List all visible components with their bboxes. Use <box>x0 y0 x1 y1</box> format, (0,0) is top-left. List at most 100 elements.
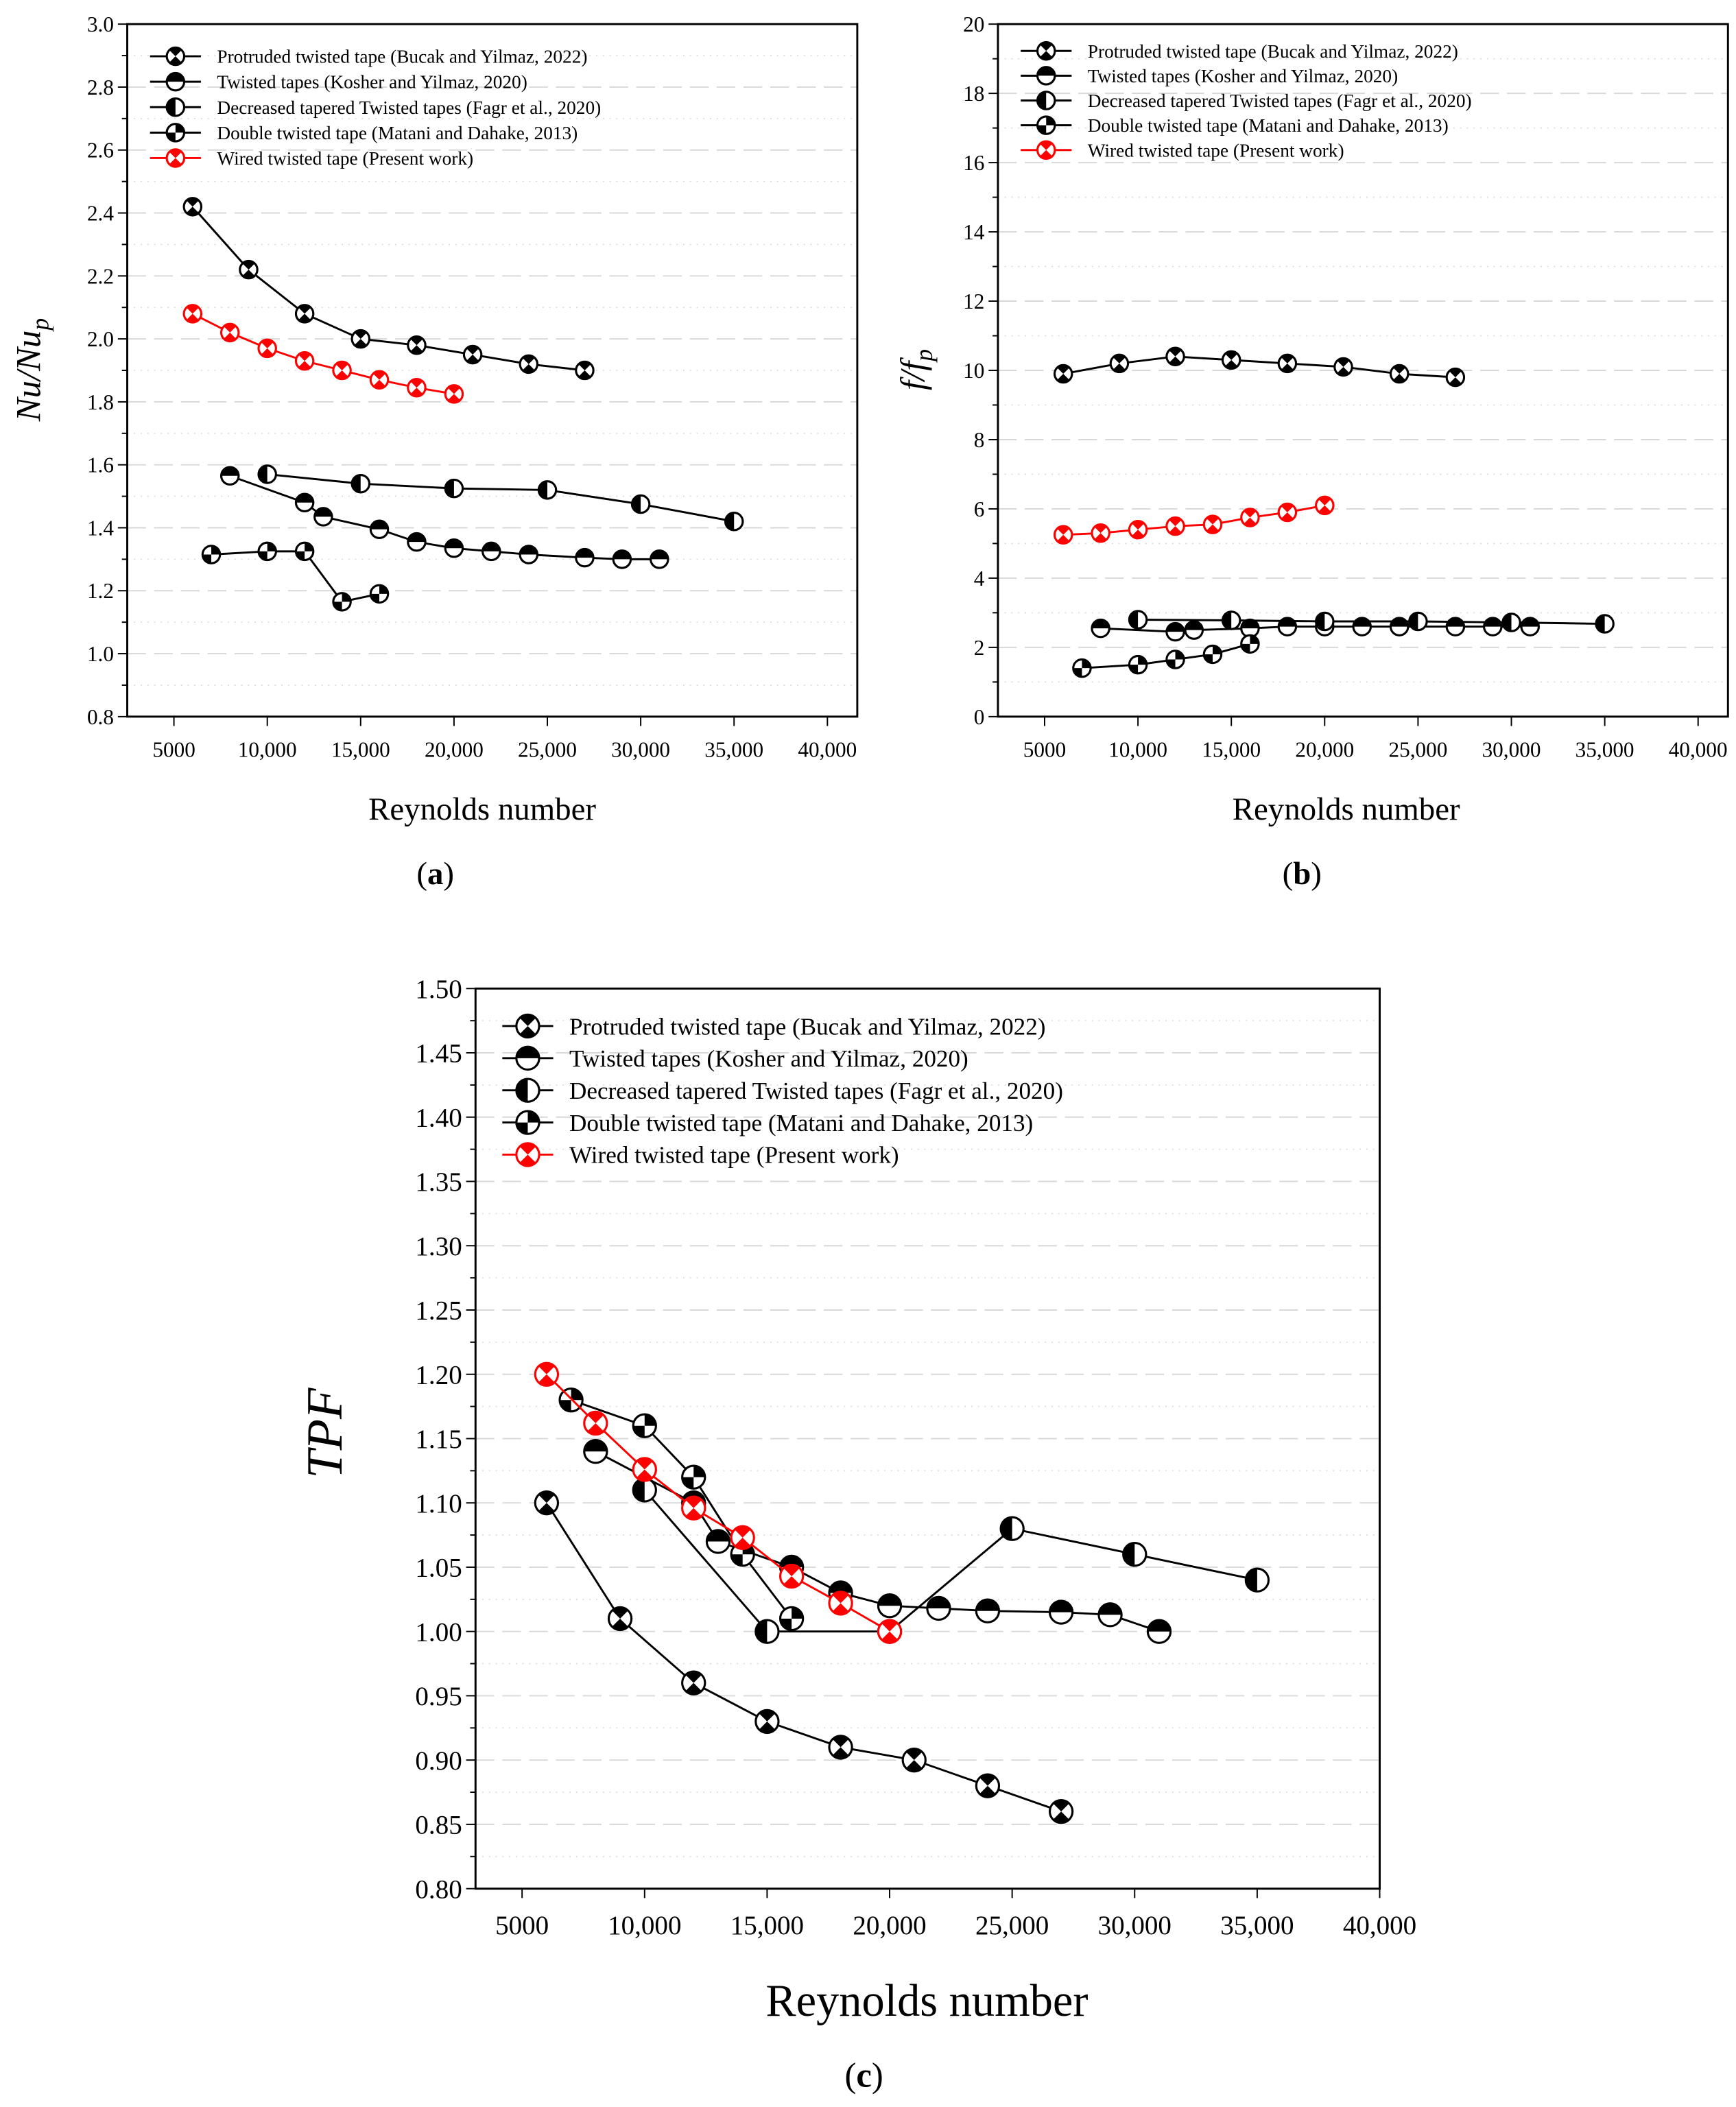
double-marker <box>681 1464 706 1490</box>
protruded-marker <box>1277 353 1298 374</box>
series-line <box>545 1502 1062 1813</box>
marker-fill <box>584 1440 607 1452</box>
y-tick-label: 0.80 <box>415 1874 462 1904</box>
wired-marker <box>681 1495 706 1521</box>
double-marker <box>257 541 277 562</box>
legend-label: Double twisted tape (Matani and Dahake, … <box>217 123 578 143</box>
protruded-marker <box>681 1670 706 1695</box>
marker-fill <box>1225 351 1237 360</box>
x-tick-label: 25,000 <box>1388 737 1447 761</box>
marker-fill <box>169 56 182 64</box>
legend-item: Protruded twisted tape (Bucak and Yilmaz… <box>150 47 587 67</box>
marker-fill <box>1449 369 1462 378</box>
marker-fill <box>693 1466 705 1477</box>
legend-label: Twisted tapes (Kosher and Yilmaz, 2020) <box>217 72 527 93</box>
protruded-marker <box>182 197 203 217</box>
wired-marker <box>515 1142 540 1167</box>
chart-b: 0 2 4 6 8 10 12 14 16 18 20 5000 10,000 15,000 20,000 2… <box>894 12 1729 892</box>
y-tick-label: 1.10 <box>415 1489 462 1519</box>
y-tick-label: 2.6 <box>87 139 114 163</box>
marker-fill <box>1037 125 1047 134</box>
decreased-marker <box>630 494 651 514</box>
marker-fill <box>1316 612 1325 630</box>
marker-fill <box>1132 529 1144 538</box>
marker-fill <box>1166 659 1176 669</box>
marker-fill <box>1057 534 1069 543</box>
legend-item: Wired twisted tape (Present work) <box>150 148 473 169</box>
double-marker <box>1128 654 1148 675</box>
y-axis-label: TPF <box>297 1388 353 1479</box>
marker-fill <box>1241 619 1259 629</box>
marker-fill <box>258 465 267 484</box>
panel-caption: (a) <box>416 856 454 892</box>
marker-fill <box>336 370 348 379</box>
marker-fill <box>927 1597 951 1608</box>
marker-fill <box>538 1492 554 1503</box>
marker-fill <box>1206 516 1219 525</box>
legend-label: Wired twisted tape (Present work) <box>1088 140 1344 160</box>
marker-fill <box>370 521 388 529</box>
wired-marker <box>369 370 390 390</box>
twisted-marker <box>1165 621 1185 642</box>
wired-marker <box>257 338 277 359</box>
marker-fill <box>520 1143 536 1155</box>
decreased-marker <box>1122 1542 1148 1567</box>
marker-fill <box>1281 355 1294 364</box>
x-tick-label: 30,000 <box>611 737 670 761</box>
wired-marker <box>1277 502 1298 523</box>
marker-fill <box>538 481 548 499</box>
x-tick-label: 40,000 <box>1343 1911 1416 1940</box>
marker-fill <box>1281 512 1294 521</box>
x-tick-label: 15,000 <box>331 737 390 761</box>
y-tick-label: 14 <box>963 220 985 244</box>
x-tick-label: 10,000 <box>608 1911 681 1940</box>
y-tick-label: 2.0 <box>87 327 114 351</box>
protruded-marker <box>350 329 371 349</box>
double-marker <box>165 123 186 143</box>
twisted-marker <box>705 1529 731 1554</box>
double-marker <box>294 541 315 562</box>
marker-fill <box>1337 366 1349 375</box>
y-tick-label: 1.6 <box>87 453 114 477</box>
double-marker <box>1036 115 1056 135</box>
series-decreased <box>257 464 744 532</box>
y-tick-label: 1.35 <box>415 1167 462 1197</box>
protruded-marker <box>294 304 315 324</box>
wired-marker <box>632 1457 657 1482</box>
wired-marker <box>165 148 186 168</box>
protruded-marker <box>534 1490 560 1516</box>
marker-fill <box>686 1672 702 1683</box>
series-line <box>1138 619 1605 626</box>
marker-fill <box>445 479 454 497</box>
marker-fill <box>1046 116 1055 126</box>
marker-fill <box>706 1529 730 1542</box>
decreased-marker <box>515 1078 540 1103</box>
legend-item: Decreased tapered Twisted tapes (Fagr et… <box>502 1078 1063 1104</box>
caption-letter: a <box>427 856 443 892</box>
y-tick-label: 4 <box>974 567 985 591</box>
decreased-marker <box>1128 610 1148 630</box>
series-protruded <box>1053 346 1466 388</box>
y-tick-label: 1.8 <box>87 390 114 414</box>
marker-fill <box>979 1775 995 1786</box>
twisted-marker <box>1483 617 1503 636</box>
twisted-marker <box>650 549 669 569</box>
marker-fill <box>187 305 199 314</box>
protruded-marker <box>1445 367 1466 388</box>
x-axis-label: Reynolds number <box>1233 791 1460 827</box>
marker-fill <box>579 370 591 379</box>
plot-frame <box>126 23 859 718</box>
twisted-marker <box>369 519 390 540</box>
marker-fill <box>370 593 380 603</box>
y-tick-label: 12 <box>963 289 984 313</box>
legend-item: Double twisted tape (Matani and Dahake, … <box>1021 115 1449 136</box>
legend-item: Wired twisted tape (Present work) <box>502 1142 899 1169</box>
caption-letter: b <box>1293 856 1311 892</box>
marker-fill <box>1393 374 1405 382</box>
series-protruded <box>534 1490 1074 1824</box>
protruded-marker <box>575 360 595 381</box>
caption-paren: ( <box>1283 856 1294 892</box>
twisted-marker <box>219 466 240 486</box>
y-tick-label: 0 <box>974 705 985 729</box>
